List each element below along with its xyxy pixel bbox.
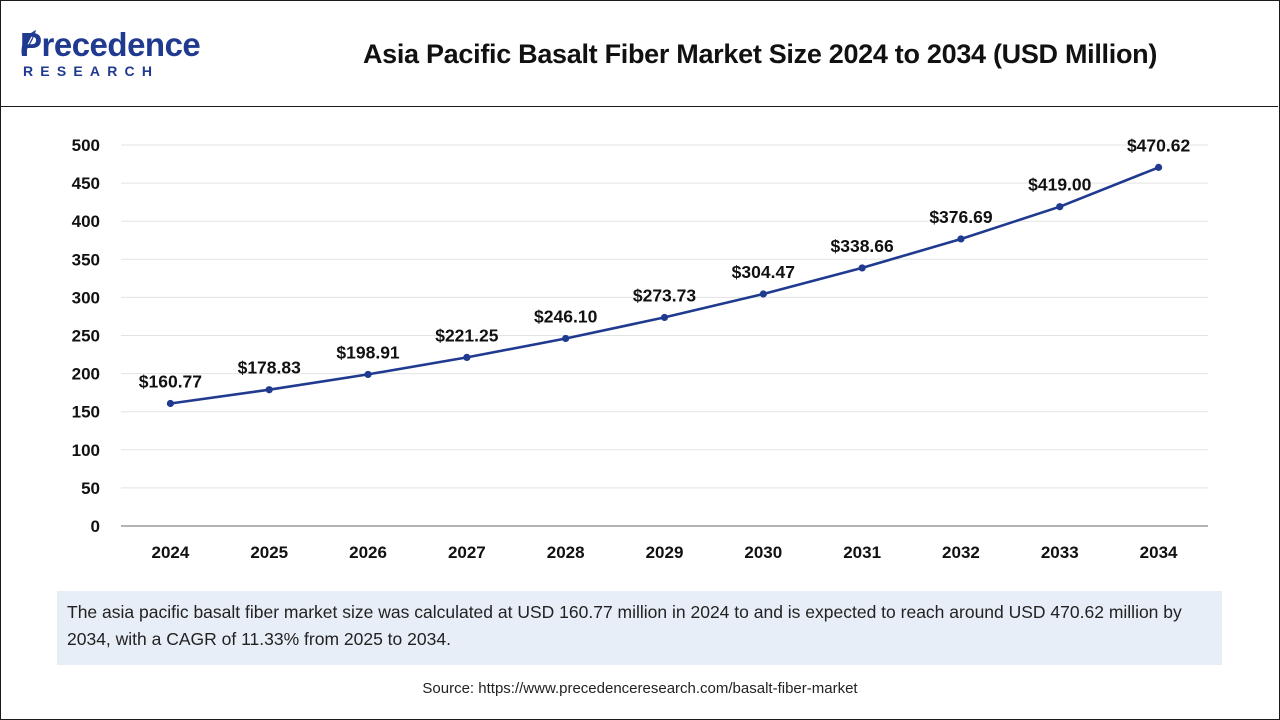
x-tick-label: 2033: [1041, 543, 1079, 562]
x-tick-label: 2034: [1140, 543, 1178, 562]
logo-wordmark: Precedence: [20, 26, 201, 63]
y-tick-label: 350: [72, 250, 100, 269]
data-point: [957, 235, 965, 243]
x-tick-label: 2029: [646, 543, 684, 562]
data-point: [463, 353, 471, 362]
data-label: $376.69: [929, 207, 993, 227]
x-tick-label: 2026: [349, 543, 387, 562]
data-label: $470.62: [1127, 135, 1191, 155]
x-tick-label: 2032: [942, 543, 980, 562]
y-tick-label: 100: [72, 441, 100, 460]
data-label: $160.77: [139, 371, 202, 391]
x-tick-label: 2031: [843, 543, 881, 562]
leaf-icon: [21, 30, 36, 56]
data-label: $198.91: [336, 342, 400, 362]
data-points: [166, 163, 1163, 408]
data-label: $273.73: [633, 285, 697, 305]
data-point: [858, 264, 866, 272]
y-tick-label: 150: [72, 403, 100, 422]
logo-subtitle: RESEARCH: [23, 63, 160, 79]
x-tick-label: 2028: [547, 543, 585, 562]
y-tick-label: 50: [81, 479, 100, 498]
data-point: [265, 386, 273, 394]
y-tick-label: 300: [72, 288, 100, 307]
x-tick-label: 2030: [744, 543, 782, 562]
data-point: [562, 334, 570, 343]
summary-box: The asia pacific basalt fiber market siz…: [57, 591, 1222, 665]
y-tick-label: 250: [72, 327, 100, 346]
data-point: [759, 290, 767, 298]
source-citation: Source: https://www.precedenceresearch.c…: [422, 680, 858, 697]
x-tick-label: 2027: [448, 543, 486, 562]
x-tick-label: 2025: [250, 543, 288, 562]
y-tick-label: 500: [72, 136, 100, 155]
y-tick-labels: 0 50 100 150 200 250 300 350 400 450 500: [72, 136, 100, 536]
data-point: [166, 399, 175, 408]
data-label: $419.00: [1028, 175, 1092, 195]
y-tick-label: 200: [72, 365, 100, 384]
header: Precedence RESEARCH Asia Pacific Basalt …: [0, 0, 1278, 107]
brand-logo: Precedence RESEARCH: [20, 26, 220, 86]
summary-text: The asia pacific basalt fiber market siz…: [67, 602, 1182, 649]
y-tick-label: 0: [91, 517, 100, 536]
grid-lines: [121, 144, 1208, 489]
data-labels: $160.77 $178.83 $198.91 $221.25 $246.10 $273.…: [139, 135, 1191, 391]
chart-title: Asia Pacific Basalt Fiber Market Size 20…: [362, 39, 1158, 69]
data-point: [660, 313, 669, 322]
y-tick-label: 450: [72, 174, 100, 193]
data-label: $178.83: [238, 358, 302, 378]
x-tick-label: 2024: [151, 543, 189, 562]
data-point: [1056, 203, 1064, 211]
data-point: [1154, 163, 1163, 171]
data-label: $221.25: [435, 325, 499, 345]
data-point: [364, 370, 372, 379]
x-tick-labels: 2024 2025 2026 2027 2028 2029 2030 2031 2032 2033…: [151, 543, 1178, 562]
y-tick-label: 400: [72, 212, 100, 231]
data-label: $338.66: [831, 236, 895, 256]
data-label: $304.47: [732, 262, 795, 282]
data-label: $246.10: [534, 306, 598, 326]
